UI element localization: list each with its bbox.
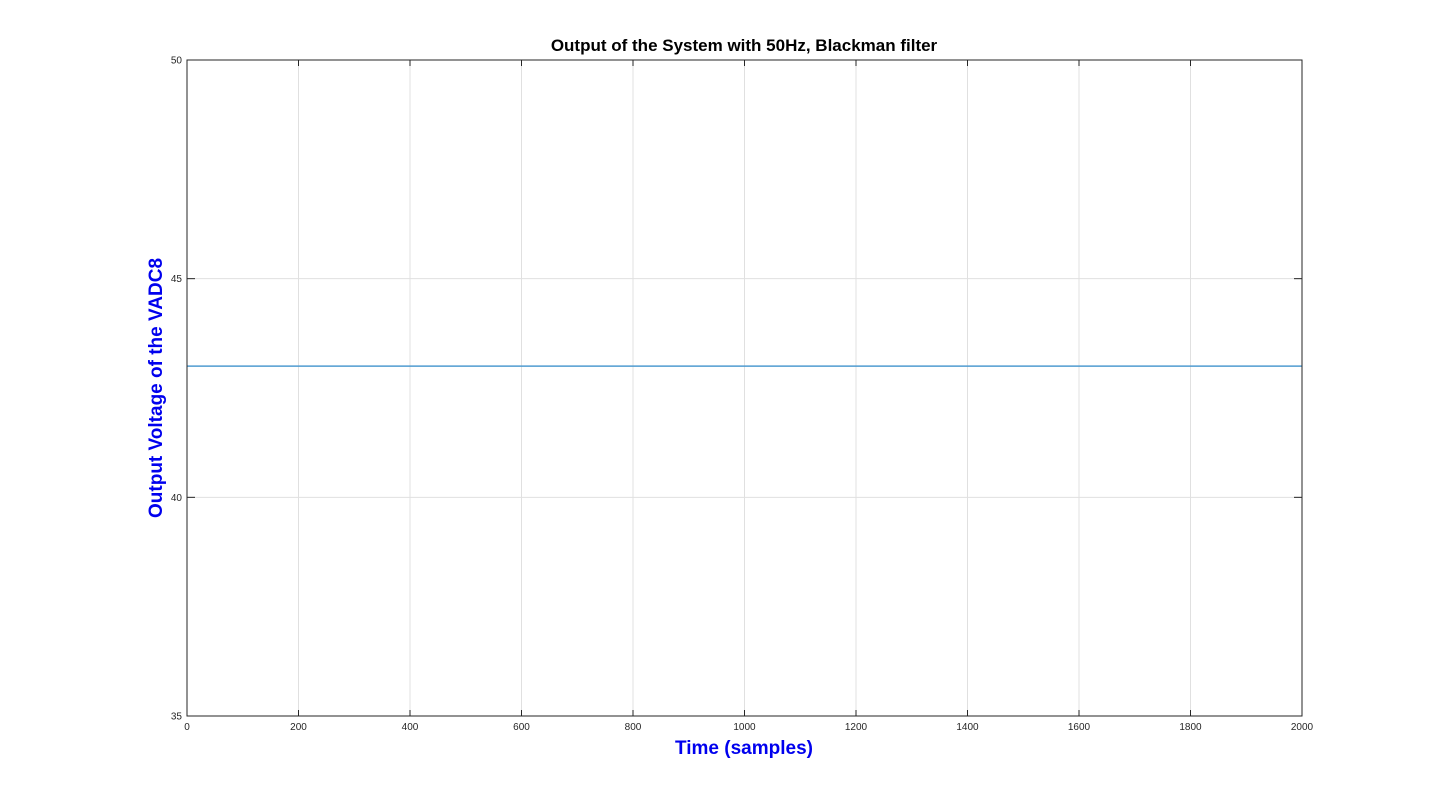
y-tick-label: 40 [171,493,183,504]
y-tick-label: 50 [171,56,183,67]
x-tick-label: 1000 [733,722,756,733]
x-axis-label: Time (samples) [675,738,813,759]
ticks: 0 200 400 600 800 1000 1200 1400 1600 1800 2000 35 4… [171,56,1314,734]
grid [186,59,1303,717]
y-tick-label: 35 [171,712,183,723]
y-tick-label: 45 [171,274,183,285]
x-tick-label: 200 [290,722,307,733]
x-tick-label: 1200 [845,722,868,733]
chart-title: Output of the System with 50Hz, Blackman… [551,36,938,55]
x-tick-label: 2000 [1291,722,1314,733]
x-tick-label: 0 [184,722,190,733]
x-tick-label: 800 [625,722,642,733]
x-tick-label: 1800 [1179,722,1202,733]
x-tick-label: 400 [402,722,419,733]
x-tick-label: 600 [513,722,530,733]
x-tick-label: 1400 [956,722,979,733]
y-axis-label: Output Voltage of the VADC8 [146,258,167,518]
x-tick-label: 1600 [1068,722,1091,733]
